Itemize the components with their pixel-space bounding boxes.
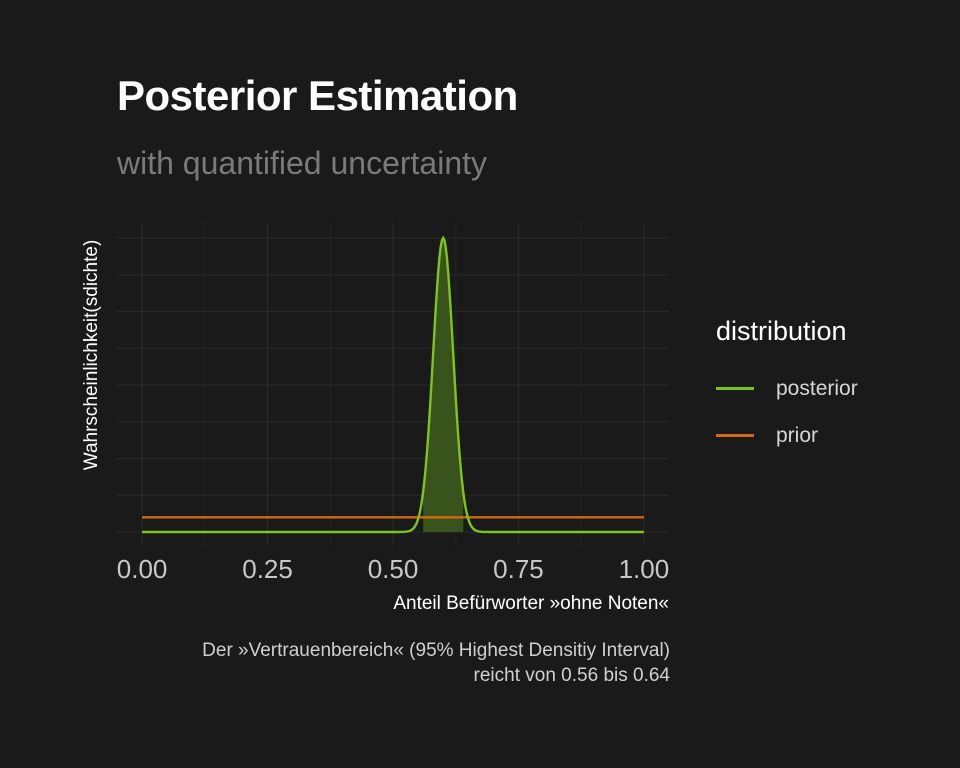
caption: Der »Vertrauenbereich« (95% Highest Dens…	[202, 638, 670, 688]
grid	[117, 222, 669, 546]
series-line-posterior	[142, 235, 644, 534]
legend-key-prior	[716, 434, 754, 437]
x-ticks: 0.00 0.25 0.50 0.75 1.00	[117, 554, 669, 584]
x-tick-label: 1.00	[619, 554, 670, 584]
y-axis-title: Wahrscheinlichkeit(sdichte)	[81, 240, 102, 471]
chart-subtitle: with quantified uncertainty	[117, 145, 487, 181]
legend: distribution posterior prior	[716, 316, 858, 459]
legend-key-posterior	[716, 387, 754, 390]
series-layer	[142, 235, 644, 534]
caption-line-1: Der »Vertrauenbereich« (95% Highest Dens…	[202, 640, 670, 661]
legend-title: distribution	[716, 316, 847, 346]
chart-title: Posterior Estimation	[117, 72, 518, 119]
x-tick-label: 0.00	[117, 554, 168, 584]
hdi-area	[423, 238, 464, 532]
x-axis-title: Anteil Befürworter »ohne Noten«	[393, 593, 669, 614]
legend-item-prior: prior	[716, 412, 858, 459]
legend-label-posterior: posterior	[776, 376, 858, 400]
caption-line-2: reicht von 0.56 bis 0.64	[473, 665, 670, 686]
x-tick-label: 0.75	[493, 554, 544, 584]
legend-label-prior: prior	[776, 423, 819, 447]
legend-item-posterior: posterior	[716, 365, 858, 412]
x-tick-label: 0.25	[242, 554, 293, 584]
x-tick-label: 0.50	[368, 554, 419, 584]
